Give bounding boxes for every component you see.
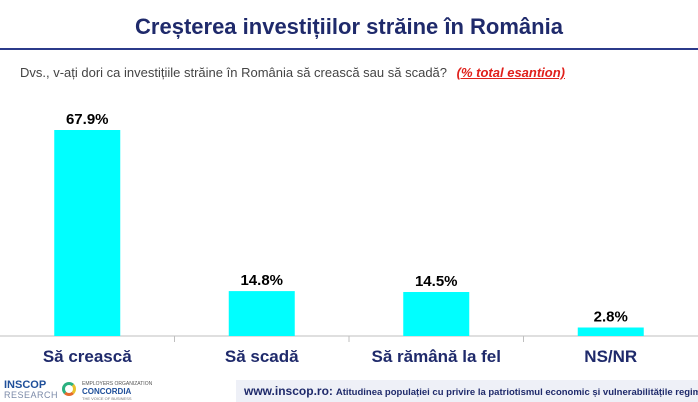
bar — [228, 291, 295, 336]
data-label: 14.8% — [240, 272, 283, 289]
concordia-logo: EMPLOYERS ORGANIZATION CONCORDIA THE VOI… — [62, 381, 162, 401]
footer-description: Atitudinea populației cu privire la patr… — [335, 387, 698, 398]
data-label: 2.8% — [594, 309, 628, 326]
category-label: Să crească — [43, 347, 132, 366]
footer-bar: www.inscop.ro: Atitudinea populației cu … — [236, 380, 698, 402]
category-label: Să rămână la fel — [372, 347, 501, 366]
question-text: Dvs., v-ați dori ca investițiile străine… — [20, 65, 565, 80]
inscop-logo-name: INSCOP — [4, 379, 47, 391]
inscop-logo: INSCOP RESEARCH — [4, 380, 60, 402]
inscop-logo-sub: RESEARCH — [4, 390, 59, 400]
data-label: 67.9% — [66, 111, 109, 128]
concordia-ring-icon — [62, 382, 76, 396]
bar-chart: 67.9% Să crească 14.8% Să scadă 14.5% Să rămâ… — [0, 111, 698, 366]
concordia-logo-tiny: THE VOICE OF BUSINESS — [82, 396, 132, 401]
concordia-logo-name: CONCORDIA — [82, 387, 132, 396]
chart-title: Creșterea investițiilor străine în Român… — [135, 14, 563, 39]
footer-url[interactable]: www.inscop.ro — [244, 384, 329, 398]
category-label: NS/NR — [584, 347, 637, 366]
bar — [403, 292, 470, 336]
concordia-logo-small: EMPLOYERS ORGANIZATION — [82, 381, 153, 387]
bar — [54, 130, 121, 336]
bar — [577, 327, 644, 336]
title-divider — [0, 48, 698, 50]
footer-separator: : — [328, 384, 333, 398]
question-note: (% total esantion) — [456, 65, 565, 80]
category-label: Să scadă — [225, 347, 299, 366]
data-label: 14.5% — [415, 273, 458, 290]
question-label: Dvs., v-ați dori ca investițiile străine… — [20, 65, 448, 80]
